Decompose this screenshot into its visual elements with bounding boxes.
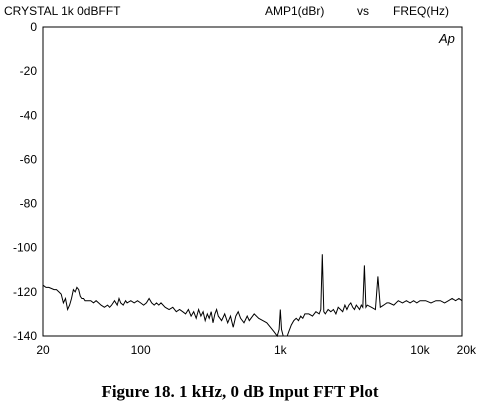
y-tick-label: -80 — [20, 197, 38, 211]
header-vs: vs — [357, 4, 369, 18]
series-line — [42, 254, 463, 338]
plot-frame — [42, 26, 463, 337]
y-tick-label: -140 — [13, 329, 37, 343]
header-x-name: FREQ(Hz) — [393, 4, 449, 18]
y-tick-label: -60 — [20, 152, 38, 166]
x-tick-label: 10k — [410, 343, 430, 357]
header-y-name: AMP1(dBr) — [265, 4, 324, 18]
y-tick-label: -100 — [13, 241, 37, 255]
figure-caption: Figure 18. 1 kHz, 0 dB Input FFT Plot — [101, 382, 379, 401]
x-tick-label: 20k — [457, 343, 477, 357]
x-tick-label: 100 — [131, 343, 151, 357]
y-tick-label: -40 — [20, 108, 38, 122]
x-tick-label: 1k — [274, 343, 288, 357]
y-axis: 0 -20 -40 -60 -80 -100 -120 -140 — [13, 20, 37, 343]
y-tick-label: -120 — [13, 285, 37, 299]
y-tick-label: 0 — [30, 20, 37, 34]
y-tick-label: -20 — [20, 64, 38, 78]
header-left: CRYSTAL 1k 0dBFFT — [4, 4, 121, 18]
ap-logo: Ap — [438, 31, 455, 46]
x-tick-label: 20 — [36, 343, 50, 357]
x-axis: 20 100 1k 10k 20k — [36, 343, 477, 357]
